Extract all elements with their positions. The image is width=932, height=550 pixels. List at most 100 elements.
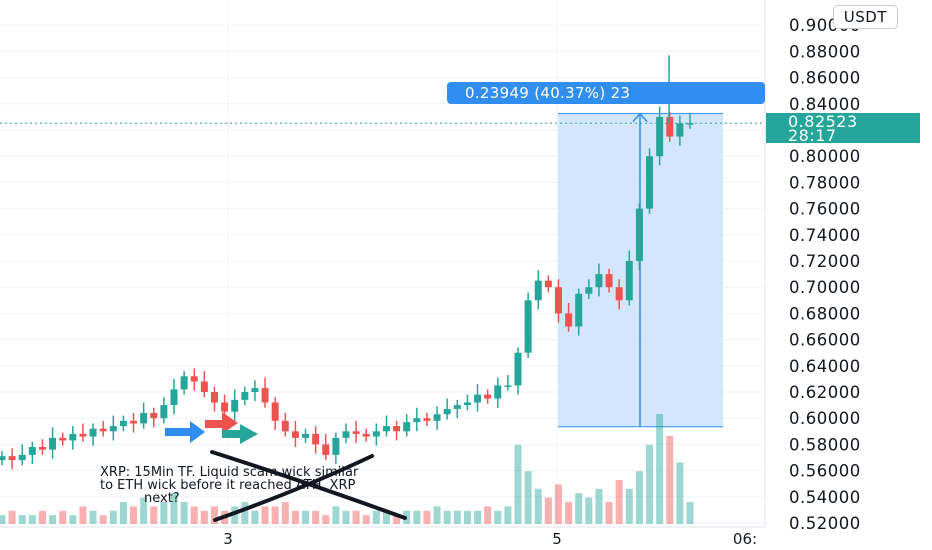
annotation-line-2: to ETH wick before it reached ATH. XRP	[100, 478, 356, 493]
volume-bar	[160, 502, 168, 524]
volume-bar	[463, 510, 471, 524]
volume-bar	[494, 510, 502, 524]
candle-body	[38, 447, 46, 450]
volume-bar	[686, 502, 694, 524]
candle-body	[514, 352, 522, 386]
y-tick-label: 0.84000	[789, 95, 861, 114]
x-axis[interactable]: 3 5 06:	[0, 526, 765, 548]
volume-bar	[140, 497, 148, 524]
volume-bar	[575, 493, 583, 524]
candle-body	[474, 394, 482, 403]
volume-bar	[28, 515, 36, 524]
candle-body	[312, 433, 320, 445]
volume-bar	[625, 488, 633, 524]
candle-body	[484, 394, 492, 399]
volume-bar	[554, 484, 562, 524]
annotation-line-1: XRP: 15Min TF. Liquid scam wick similar	[100, 465, 359, 480]
volume-bar	[18, 515, 26, 524]
x-mark-stroke-2	[213, 454, 374, 522]
candle-body	[413, 418, 421, 423]
candle-body	[646, 156, 654, 209]
volume-bar	[413, 510, 421, 524]
candle-body	[150, 412, 158, 419]
candle-body	[443, 409, 451, 415]
volume-bar	[615, 480, 623, 524]
volume-bar	[38, 510, 46, 524]
y-tick-label: 0.52000	[789, 514, 861, 533]
volume-bar	[484, 506, 492, 524]
candle-body	[666, 116, 674, 137]
currency-badge[interactable]: USDT	[832, 5, 898, 29]
candle-body	[585, 287, 593, 294]
volume-bar	[656, 414, 664, 524]
candle-body	[28, 447, 36, 455]
volume-bar	[150, 506, 158, 524]
volume-bar	[595, 488, 603, 524]
volume-bar	[241, 502, 249, 524]
volume-bar	[231, 506, 239, 524]
candle-body	[261, 388, 269, 403]
candle-body	[241, 392, 249, 400]
y-tick-label: 0.68000	[789, 304, 861, 323]
x-mark-stroke-1	[210, 450, 407, 520]
candle-body	[79, 433, 87, 437]
measure-tool	[0, 112, 765, 428]
candle-body	[362, 433, 370, 437]
volume-bar	[646, 444, 654, 524]
volume-bar	[504, 506, 512, 524]
y-tick-label: 0.66000	[789, 331, 861, 350]
candle-body	[302, 433, 310, 438]
candle-body	[595, 274, 603, 288]
volume-bar	[514, 444, 522, 524]
volume-bar	[372, 510, 380, 524]
candle-body	[605, 274, 613, 288]
volume-bar	[352, 510, 360, 524]
volume-bar	[635, 471, 643, 524]
candle-body	[200, 381, 208, 392]
candle-body	[565, 313, 573, 327]
candle-body	[231, 399, 239, 412]
candle-body	[190, 376, 198, 382]
y-tick-label: 0.72000	[789, 252, 861, 271]
candle-body	[575, 293, 583, 327]
volume-bar	[453, 510, 461, 524]
y-tick-label: 0.78000	[789, 173, 861, 192]
candle-body	[180, 376, 188, 390]
y-tick-label: 0.62000	[789, 383, 861, 402]
volume-bar	[666, 436, 674, 524]
candle-body	[524, 300, 532, 353]
volume-bar	[565, 502, 573, 524]
volume-bar	[210, 506, 218, 524]
volume-bar	[382, 510, 390, 524]
volume-bars	[0, 414, 694, 524]
candle-body	[463, 402, 471, 406]
volume-bar	[291, 510, 299, 524]
volume-bar	[332, 506, 340, 524]
volume-bar	[322, 515, 330, 524]
volume-bar	[180, 502, 188, 524]
candle-body	[18, 454, 26, 461]
volume-bar	[362, 515, 370, 524]
y-tick-label: 0.64000	[789, 357, 861, 376]
volume-bar	[443, 510, 451, 524]
volume-bar	[312, 510, 320, 524]
candle-body	[372, 431, 380, 437]
candle-body	[494, 385, 502, 399]
measure-arrow-head	[632, 112, 648, 123]
candle-body	[423, 418, 431, 421]
volume-bar	[0, 515, 6, 524]
candle-body	[271, 402, 279, 421]
volume-bar	[59, 510, 67, 524]
candle-body	[544, 280, 552, 288]
annotation-line-3: next?	[144, 491, 180, 506]
candle-body	[352, 431, 360, 434]
candle-body	[221, 402, 229, 412]
candle-body	[676, 123, 684, 137]
volume-bar	[170, 493, 178, 524]
volume-bar	[534, 488, 542, 524]
y-axis[interactable]: 0.900000.880000.860000.840000.820000.800…	[764, 0, 861, 533]
candle-body	[504, 385, 512, 387]
candle-body	[8, 456, 16, 461]
volume-bar	[342, 510, 350, 524]
